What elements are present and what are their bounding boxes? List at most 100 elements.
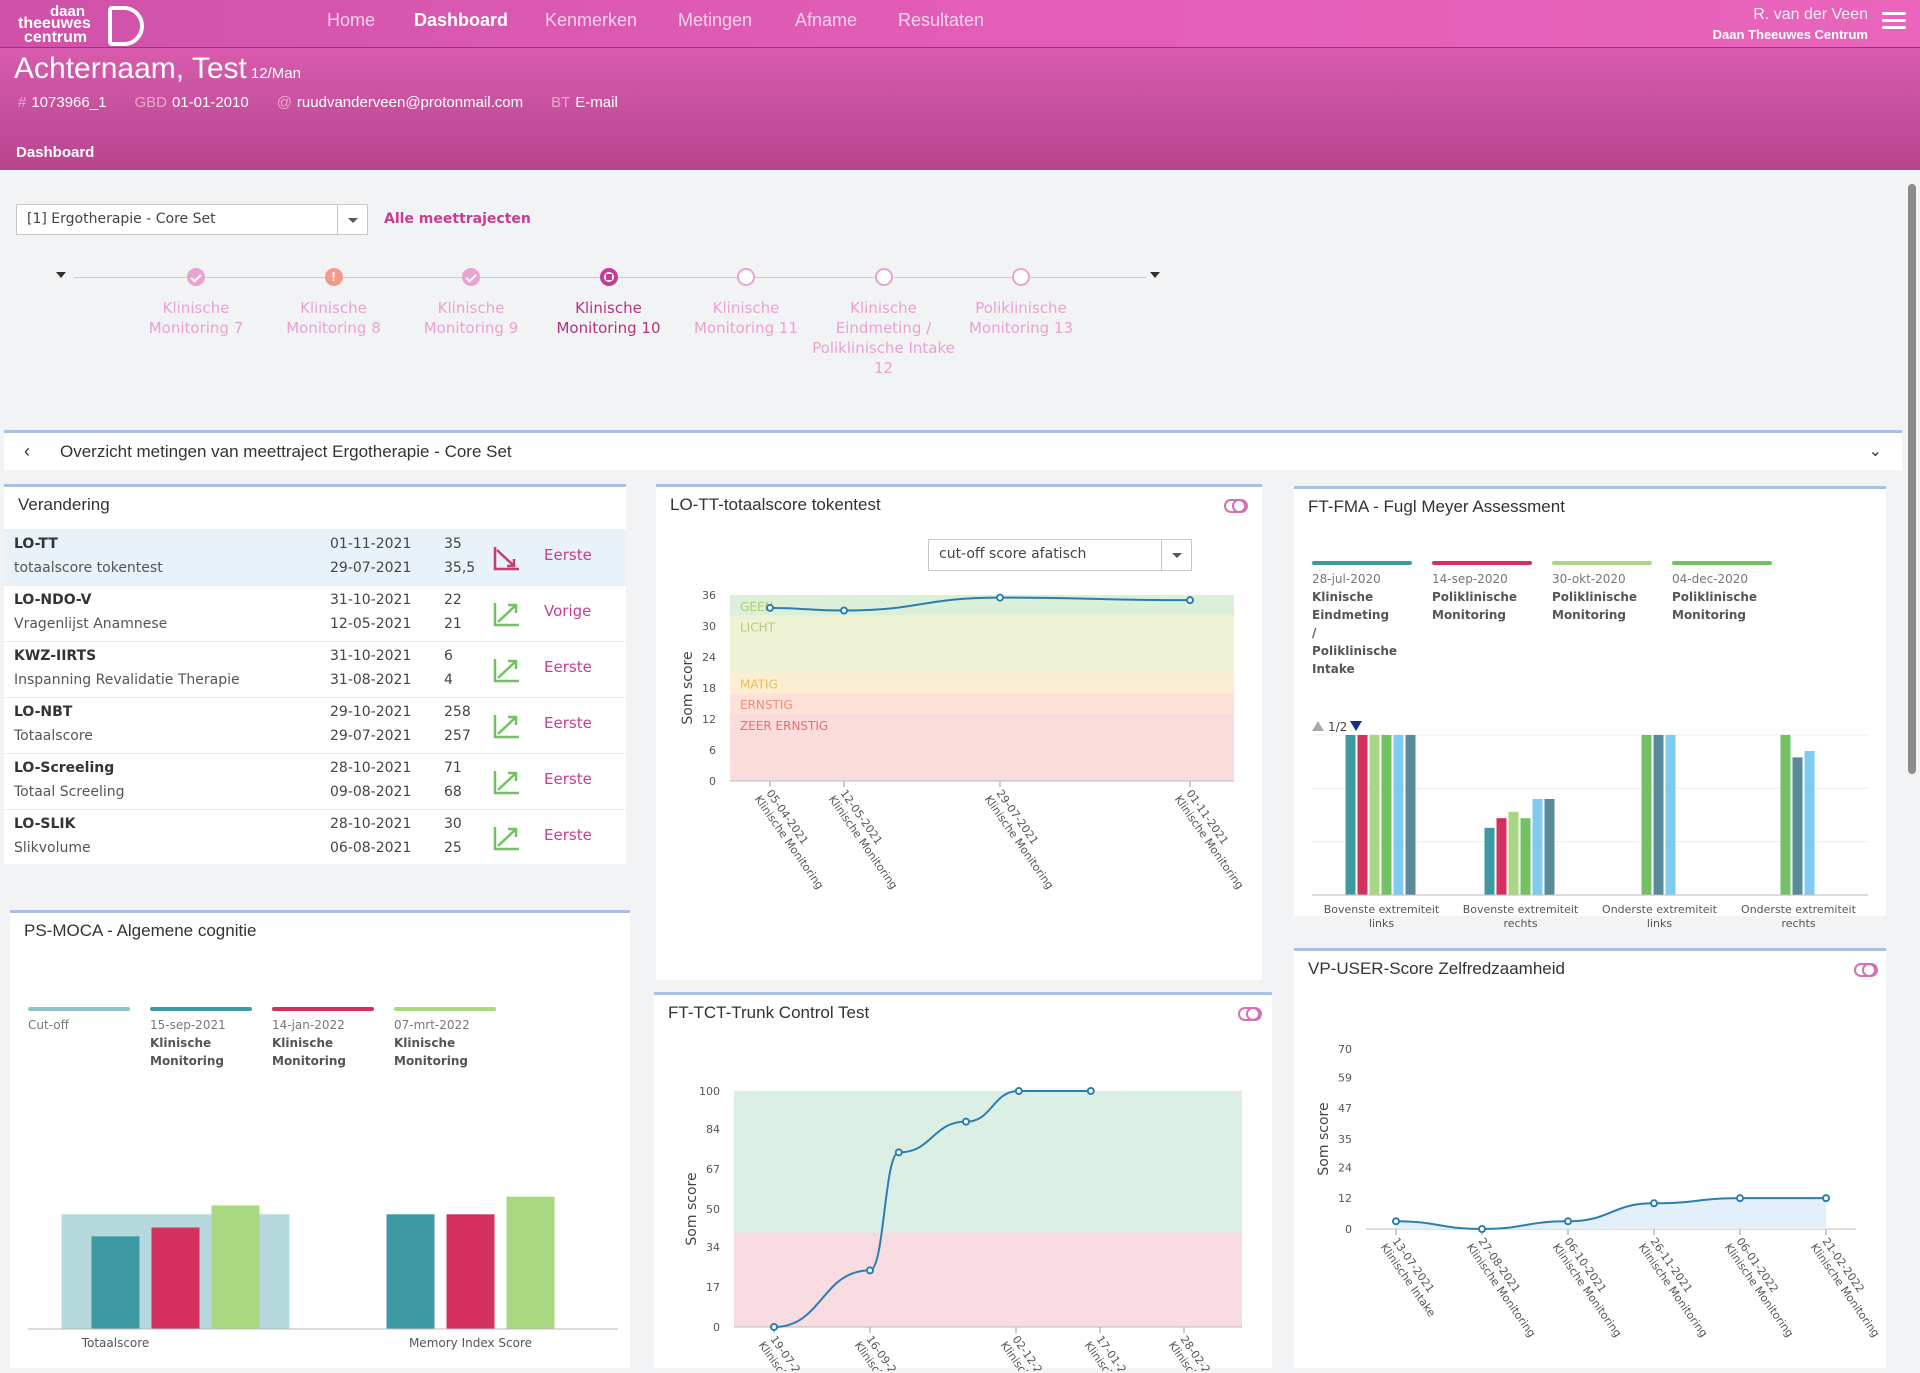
daan-theeuwes-logo[interactable]: daan theeuwes centrum [16,4,144,46]
fma-chart: 28-jul-2020 Klinische Eindmeting / Poliklini… [1312,561,1868,929]
data-point [1822,1194,1830,1203]
panel-title: LO-TT-totaalscore tokentest [670,495,881,514]
timeline-label-2[interactable]: Klinische Monitoring 8 [286,299,381,337]
toggle-icon[interactable] [1854,963,1878,977]
user-organisation: Daan Theeuwes Centrum [1712,27,1868,42]
bar [1804,751,1815,895]
nav-resultaten[interactable]: Resultaten [898,10,985,30]
trend-up-icon [493,603,519,627]
timeline-node-1[interactable] [187,268,205,286]
arrow [497,827,518,847]
timeline-node-5[interactable] [737,268,755,286]
nav-kenmerken[interactable]: Kenmerken [545,10,638,30]
legend-name: Monitoring [1672,608,1746,622]
timeline-node-3[interactable] [462,268,480,286]
timeline-label-7[interactable]: Poliklinische Monitoring 13 [968,299,1074,337]
arrow [497,771,518,791]
data-point [766,603,774,612]
table-row[interactable]: LO-SLIK Slikvolume 28-10-2021 06-08-2021 30 2… [4,809,626,865]
trajectory-select[interactable]: [1] Ergotherapie - Core Set [16,204,368,235]
timeline-prev-caret-icon[interactable] [56,272,66,283]
timeline-node-2[interactable] [324,268,343,286]
bar [446,1214,495,1329]
y-tick-label: 47 [1338,1102,1352,1115]
timeline-label-3[interactable]: Klinische Monitoring 9 [423,299,519,337]
legend-date: 04-dec-2020 [1672,572,1748,586]
band-label: ZEER ERNSTIG [740,719,828,733]
band-label: LICHT [740,621,776,635]
all-trajectories-link[interactable]: Alle meettrajecten [384,211,531,227]
page-scrollbar[interactable] [1908,184,1916,774]
legend-swatch [150,1007,252,1011]
y-tick-label: 24 [1338,1161,1352,1174]
back-chevron-icon[interactable]: ‹ [24,441,30,461]
table-row[interactable]: LO-NBT Totaalscore 29-10-2021 29-07-2021 258… [4,697,626,753]
legend-date: 14-sep-2020 [1432,572,1508,586]
user-info[interactable]: R. van der Veen Daan Theeuwes Centrum [1713,6,1868,42]
row-date-previous: 12-05-2021 [330,616,412,632]
row-date-latest: 28-10-2021 [330,760,412,776]
cutoff-select[interactable]: cut-off score afatisch [928,539,1192,571]
row-code: LO-TT [14,536,58,552]
axis [493,771,519,795]
trend-up-icon [493,827,519,851]
patient-email[interactable]: ruudvanderveen@protonmail.com [296,94,524,111]
row-value-previous: 21 [444,616,462,632]
nav-metingen[interactable]: Metingen [678,10,753,30]
nav-home[interactable]: Home [327,10,376,30]
timeline-node-6[interactable] [874,268,893,286]
timeline-node-4[interactable] [599,268,618,286]
row-description: Slikvolume [14,840,91,856]
chevron-down-icon [1161,540,1191,570]
cutoff-band [730,615,1234,673]
series-line [769,596,1191,612]
timeline-next-caret-icon[interactable] [1150,272,1160,283]
data-point [1392,1217,1400,1226]
row-value-latest: 22 [444,592,462,608]
overview-bar[interactable]: ‹ Overzicht metingen van meettraject Erg… [4,430,1902,470]
chevron-down-icon [337,205,367,234]
legend-name: Monitoring [272,1054,346,1068]
row-compare-label: Eerste [544,658,592,676]
table-row[interactable]: LO-NDO-V Vragenlijst Anamnese 31-10-2021 12… [4,585,626,641]
tab-dashboard[interactable]: Dashboard [16,144,95,161]
legend-name: Monitoring [1552,608,1626,622]
timeline-label-5[interactable]: Klinische Monitoring 11 [693,299,799,337]
timeline-node-7[interactable] [1012,268,1030,286]
timeline-label-1[interactable]: Klinische Monitoring 7 [148,299,244,337]
y-axis-label: Som score [684,1172,700,1245]
y-tick-label: 59 [1338,1071,1352,1084]
table-row[interactable]: KWZ-IIRTS Inspanning Revalidatie Therapie… [4,641,626,697]
overview-title: Overzicht metingen van meettraject Ergot… [60,442,512,461]
bar [1357,735,1368,895]
data-point [840,606,848,615]
data-point [1086,1087,1095,1095]
bar [1780,735,1791,895]
x-tick-label: Memory Index Score [409,1336,532,1350]
y-tick-label: 100 [699,1085,720,1098]
table-row[interactable]: LO-TT totaalscore tokentest 01-11-2021 29-0… [4,529,626,585]
timeline-label-6[interactable]: Klinische Eindmeting / Poliklinische Int… [812,299,955,377]
toggle-icon[interactable] [1238,1007,1262,1021]
row-value-latest: 71 [444,760,462,776]
band-label: ERNSTIG [740,698,793,712]
nav-dashboard[interactable]: Dashboard [414,10,509,30]
timeline-label-4[interactable]: Klinische Monitoring 10 [556,299,661,337]
menu-icon[interactable] [1882,12,1906,32]
series-line [1395,1197,1826,1231]
panel-lott: LO-TT-totaalscore tokentest cut-off scor… [656,484,1262,980]
axis [493,827,519,851]
collapse-chevron-icon[interactable]: ⌄ [1868,443,1882,460]
legend-swatch [394,1007,496,1011]
row-value-latest: 30 [444,816,462,832]
nav-afname[interactable]: Afname [795,10,858,30]
bar [1369,735,1380,895]
table-row[interactable]: LO-Screeling Totaal Screeling 28-10-2021 09… [4,753,626,809]
legend-name: Poliklinische [1552,590,1637,604]
toggle-icon[interactable] [1224,499,1248,513]
panel-title: FT-FMA - Fugl Meyer Assessment [1308,497,1565,516]
y-tick-label: 17 [706,1281,720,1294]
bar [1484,827,1495,895]
y-tick-label: 70 [1338,1043,1352,1056]
